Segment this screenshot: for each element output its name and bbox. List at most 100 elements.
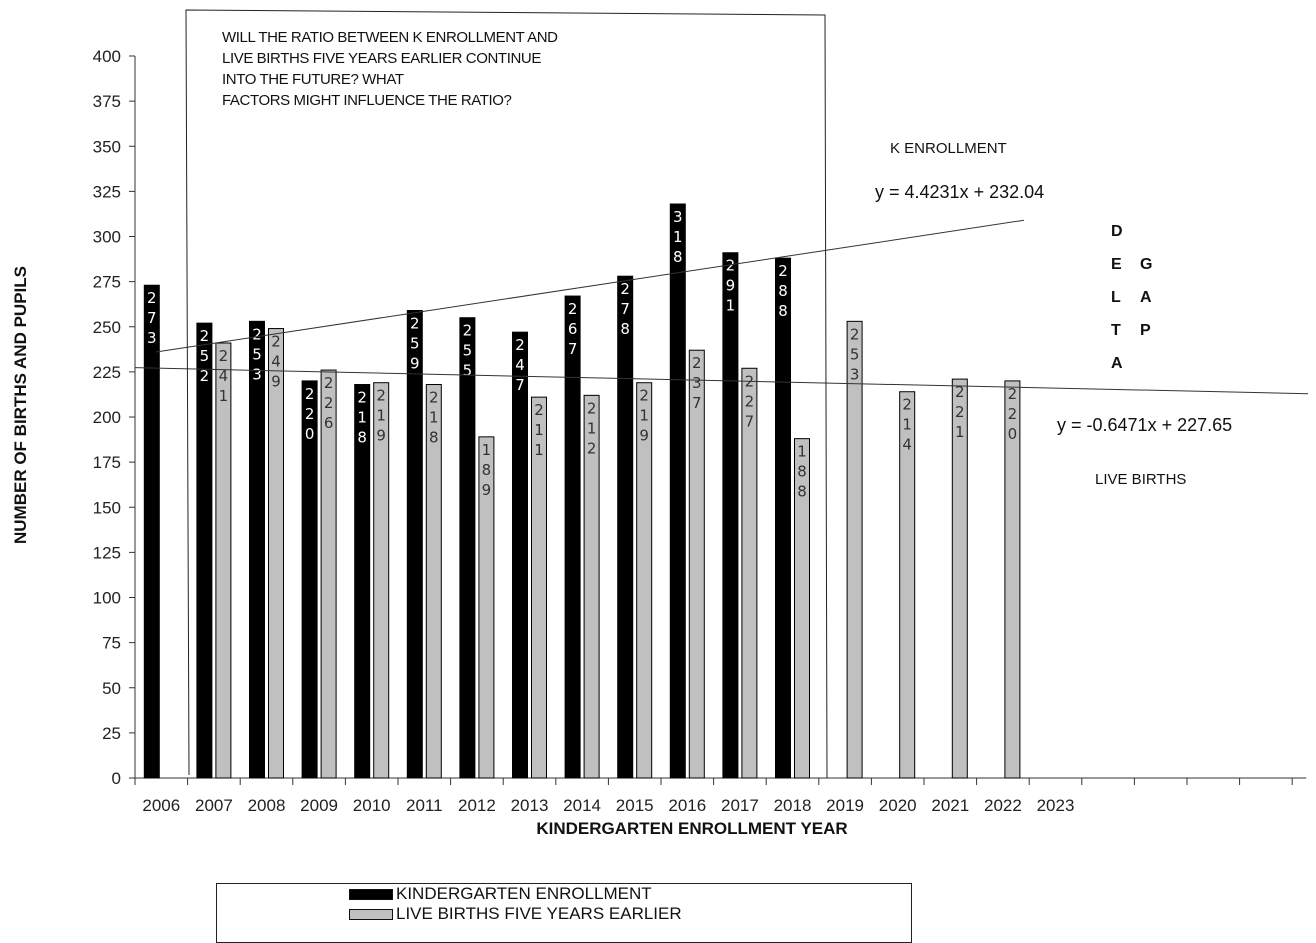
bar-live-births [583, 394, 600, 779]
data-label: 2 3 7 [692, 354, 702, 412]
y-tick-label: 100 [93, 589, 121, 608]
y-tick-label: 250 [93, 318, 121, 337]
data-label-digit: 8 [797, 463, 807, 481]
x-tick-label: 2016 [668, 796, 706, 815]
data-label-digit: 5 [252, 345, 262, 363]
x-tick-label: 2013 [511, 796, 549, 815]
x-tick-label: 2010 [353, 796, 391, 815]
annotations: K ENROLLMENT y = 4.4231x + 232.04 y = -0.6… [185, 9, 1232, 779]
y-tick-label: 175 [93, 453, 121, 472]
data-label: 2 1 4 [902, 396, 912, 454]
delta-letter: D [1111, 223, 1123, 240]
data-label: 2 4 9 [271, 333, 281, 391]
data-label-digit: 3 [147, 329, 157, 347]
data-label-digit: 2 [955, 383, 965, 401]
bar-live-births [636, 382, 653, 779]
data-label: 2 5 3 [850, 325, 860, 383]
bar-live-births [478, 436, 495, 779]
x-tick-label: 2020 [879, 796, 917, 815]
data-label-digit: 2 [745, 392, 755, 410]
data-label-digit: 2 [429, 389, 439, 407]
x-tick-label: 2021 [931, 796, 969, 815]
data-label-digit: 2 [850, 325, 860, 343]
data-label-digit: 7 [515, 376, 525, 394]
data-label: 2 1 8 [357, 389, 367, 447]
data-label: 2 6 7 [568, 300, 578, 358]
data-label-digit: 2 [639, 387, 649, 405]
data-label: 2 1 1 [534, 401, 544, 459]
bar-live-births [846, 320, 863, 779]
y-tick-label: 325 [93, 182, 121, 201]
data-label-digit: 8 [357, 429, 367, 447]
data-label-digit: 2 [726, 257, 736, 275]
data-label: 2 1 9 [376, 387, 386, 445]
data-label: 2 7 3 [147, 289, 157, 347]
data-label-digit: 2 [147, 289, 157, 307]
bar-k-enrollment [249, 320, 265, 779]
data-label-digit: 2 [515, 336, 525, 354]
bar-live-births [688, 349, 705, 779]
data-label-digit: 1 [482, 441, 492, 459]
data-label-digit: 9 [639, 427, 649, 445]
bar-live-births [1004, 380, 1021, 779]
bar-live-births [951, 378, 968, 779]
trendline-label-live-births: LIVE BIRTHS [1095, 471, 1186, 488]
data-label-digit: 3 [692, 374, 702, 392]
bar-live-births [268, 328, 284, 779]
legend: KINDERGARTEN ENROLLMENT LIVE BIRTHS FIVE… [216, 883, 912, 943]
data-label-digit: 2 [219, 347, 229, 365]
y-tick-label: 200 [93, 408, 121, 427]
delta-letter: L [1111, 289, 1121, 306]
data-label-digit: 2 [587, 439, 597, 457]
data-label-digit: 0 [1008, 425, 1018, 443]
data-label-digit: 8 [778, 282, 788, 300]
data-label-digit: 2 [778, 262, 788, 280]
x-axis: 2006 2007 2008 2009 2010 2011 2012 2013 2014 2015… [134, 777, 1307, 815]
delta-letter: E [1111, 256, 1122, 273]
data-label: 2 5 2 [200, 327, 210, 385]
data-label-digit: 5 [410, 335, 420, 353]
y-axis: 0 25 50 75 100 125 150 175 200 225 250 275 300 325 350… [93, 47, 136, 788]
x-tick-label: 2022 [984, 796, 1022, 815]
data-label-digit: 7 [620, 300, 630, 318]
y-tick-label: 25 [102, 724, 121, 743]
data-label-digit: 1 [902, 416, 912, 434]
data-label-digit: 9 [410, 355, 420, 373]
annotation-line: INTO THE FUTURE? WHAT [222, 71, 404, 88]
data-label: 3 1 8 [673, 208, 683, 266]
data-label-digit: 2 [534, 401, 544, 419]
data-label-digit: 1 [534, 421, 544, 439]
data-label-digit: 9 [482, 481, 492, 499]
data-label-digit: 2 [324, 394, 334, 412]
bar-k-enrollment [512, 331, 528, 779]
data-label-digit: 2 [252, 325, 262, 343]
data-label-digit: 8 [620, 320, 630, 338]
bar-live-births [531, 396, 547, 779]
x-tick-label: 2006 [142, 796, 180, 815]
x-tick-label: 2017 [721, 796, 759, 815]
data-label-digit: 3 [252, 365, 262, 383]
bar-live-births [425, 384, 442, 779]
data-label-digit: 2 [324, 374, 334, 392]
y-tick-label: 375 [93, 92, 121, 111]
data-label-digit: 2 [955, 403, 965, 421]
bar-k-enrollment [406, 310, 423, 779]
x-tick-label: 2015 [616, 796, 654, 815]
annotation-box [185, 9, 828, 779]
gap-letter: A [1140, 289, 1152, 306]
x-tick-label: 2012 [458, 796, 496, 815]
legend-swatch-gray [349, 908, 393, 920]
data-label-digit: 2 [410, 315, 420, 333]
y-axis-label: NUMBER OF BIRTHS AND PUPILS [11, 266, 30, 544]
data-label-digit: 6 [324, 414, 334, 432]
data-label: 2 2 0 [305, 385, 315, 443]
data-label-digit: 7 [147, 309, 157, 327]
data-label-digit: 3 [850, 365, 860, 383]
trendlines [134, 219, 1308, 395]
bar-k-enrollment [301, 380, 318, 779]
data-label: 2 2 0 [1008, 385, 1018, 443]
data-label-digit: 2 [305, 385, 315, 403]
trendline-live-births [134, 367, 1308, 395]
bar-live-births [741, 367, 758, 779]
x-tick-label: 2009 [300, 796, 338, 815]
